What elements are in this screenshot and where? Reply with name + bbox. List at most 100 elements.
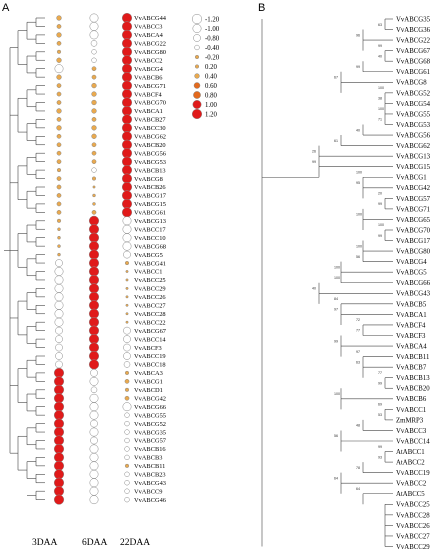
bubble-22daa [121, 148, 133, 159]
legend-label: 1.20 [205, 111, 217, 118]
bubble-6daa [91, 125, 97, 131]
tree-gene-label: VvABCG67 [396, 48, 430, 55]
bubble-6daa [88, 249, 100, 260]
bootstrap-value: 95 [356, 181, 360, 185]
bubble-6daa [92, 185, 96, 189]
gene-label: VvABCG53 [134, 159, 166, 166]
tree-gene-label: VvABCG68 [396, 59, 430, 66]
bubble-22daa [123, 352, 131, 360]
bubble-3daa [53, 452, 65, 463]
bubble-3daa [56, 49, 62, 54]
bubble-6daa [88, 291, 100, 302]
bubble-22daa [121, 21, 133, 32]
bootstrap-value: 96 [356, 33, 360, 37]
tree-gene-label: VvABCB7 [396, 365, 427, 372]
bootstrap-value: 40 [312, 287, 316, 291]
panel-a-legend: -1.20 -1.00 -0.80 -0.40 -0.20 0.20 0.40 0.60 0.8… [191, 13, 220, 120]
bubble-3daa [56, 150, 62, 156]
bubble-22daa [124, 437, 130, 444]
bubble-22daa [123, 361, 131, 368]
column-label-6daa: 6DAA [82, 538, 107, 548]
bootstrap-value: 72 [356, 318, 360, 322]
gene-label: VvABCB6 [134, 74, 162, 81]
tree-gene-label: VvABCC26 [396, 523, 430, 530]
bubble-6daa [88, 300, 100, 311]
tree-gene-label: VvABCG53 [396, 122, 430, 129]
bubble-3daa [53, 469, 65, 480]
bubble-6daa [89, 461, 99, 471]
panel-b-gene-labels: VvABCG35 VvABCG36 VvABCG22 VvABCG67 VvABCG68… [396, 16, 430, 550]
tree-gene-label: VvABCB13 [396, 375, 430, 382]
bubble-6daa [91, 176, 97, 181]
bubble-22daa [122, 241, 132, 251]
bootstrap-value: 100 [378, 107, 384, 111]
gene-label: VvABCG67 [134, 328, 167, 335]
bubble-6daa [88, 350, 100, 362]
bubble-6daa [89, 30, 99, 40]
bubble-3daa [56, 57, 62, 63]
gene-label: VvABCG13 [134, 218, 166, 225]
gene-label: VvABCC10 [134, 235, 166, 242]
gene-label: VvABCB20 [134, 142, 166, 149]
legend-circle [194, 44, 200, 51]
tree-gene-label: VvABCG61 [396, 69, 430, 76]
gene-label: VvABCG42 [134, 395, 166, 402]
bubble-3daa [53, 486, 65, 497]
bubble-22daa [121, 97, 133, 108]
bubble-3daa [56, 193, 62, 198]
bubble-3daa [56, 15, 62, 21]
bubble-6daa [88, 266, 100, 277]
legend-label: 1.00 [205, 102, 217, 109]
bubble-3daa [56, 125, 62, 131]
bubble-3daa [54, 64, 64, 74]
gene-label: VvABCB13 [134, 167, 166, 174]
gene-label: VvABCC29 [134, 286, 166, 293]
bubble-3daa [56, 133, 62, 139]
tree-gene-label: VvABCF3 [396, 333, 426, 340]
bootstrap-value: 63 [356, 360, 360, 364]
gene-label: VvABCF3 [134, 345, 162, 352]
bubble-6daa [89, 13, 99, 23]
gene-label: VvABCG52 [134, 421, 166, 428]
bubble-22daa [125, 278, 129, 282]
gene-label: VvABCC22 [134, 319, 166, 326]
tree-gene-label: VvABCB20 [396, 386, 430, 393]
bubble-22daa [124, 379, 130, 384]
bubble-22daa [121, 156, 133, 167]
bubble-6daa [91, 74, 97, 80]
bubble-6daa [91, 210, 97, 215]
bubble-6daa [91, 142, 97, 148]
bubble-22daa [124, 261, 130, 266]
bubble-3daa [56, 117, 62, 122]
gene-label: VvABCC26 [134, 294, 166, 301]
bootstrap-value: 71 [378, 118, 382, 122]
bootstrap-value: 100 [378, 223, 384, 227]
bubble-6daa [92, 202, 96, 206]
bubble-6daa [91, 133, 97, 139]
bootstrap-value: 100 [356, 170, 362, 174]
tree-gene-label: VvABCF4 [396, 322, 426, 329]
bubble-22daa [124, 471, 130, 477]
bubble-3daa [54, 292, 64, 302]
panel-a-column-labels: 3DAA 6DAA 22DAA [32, 538, 150, 548]
gene-label: VvABCG80 [134, 49, 166, 56]
legend-circle [194, 54, 200, 60]
bootstrap-value: 26 [312, 149, 316, 153]
bootstrap-value: 69 [378, 403, 382, 407]
panel-b-bootstrap-values: 63 96 99 40 99 67 100 38 100 71 40 61 26 99 100 95 20 99 1… [312, 23, 384, 491]
gene-label: VvABCB23 [134, 472, 166, 479]
tree-gene-label: VvABCG57 [396, 196, 430, 203]
tree-gene-label: VvABCG80 [396, 249, 430, 256]
bubble-6daa [90, 419, 98, 428]
bubble-6daa [88, 241, 100, 252]
gene-label: VvABCG4 [134, 66, 164, 73]
bubble-3daa [56, 24, 62, 29]
bootstrap-value: 40 [356, 128, 360, 132]
bubble-22daa [123, 335, 131, 343]
bubble-3daa [56, 142, 62, 148]
bootstrap-value: 64 [334, 476, 338, 480]
gene-label: VvABCC14 [134, 336, 166, 343]
bubble-22daa [122, 224, 132, 234]
bootstrap-value: 56 [356, 255, 360, 259]
bubble-22daa [124, 395, 130, 401]
